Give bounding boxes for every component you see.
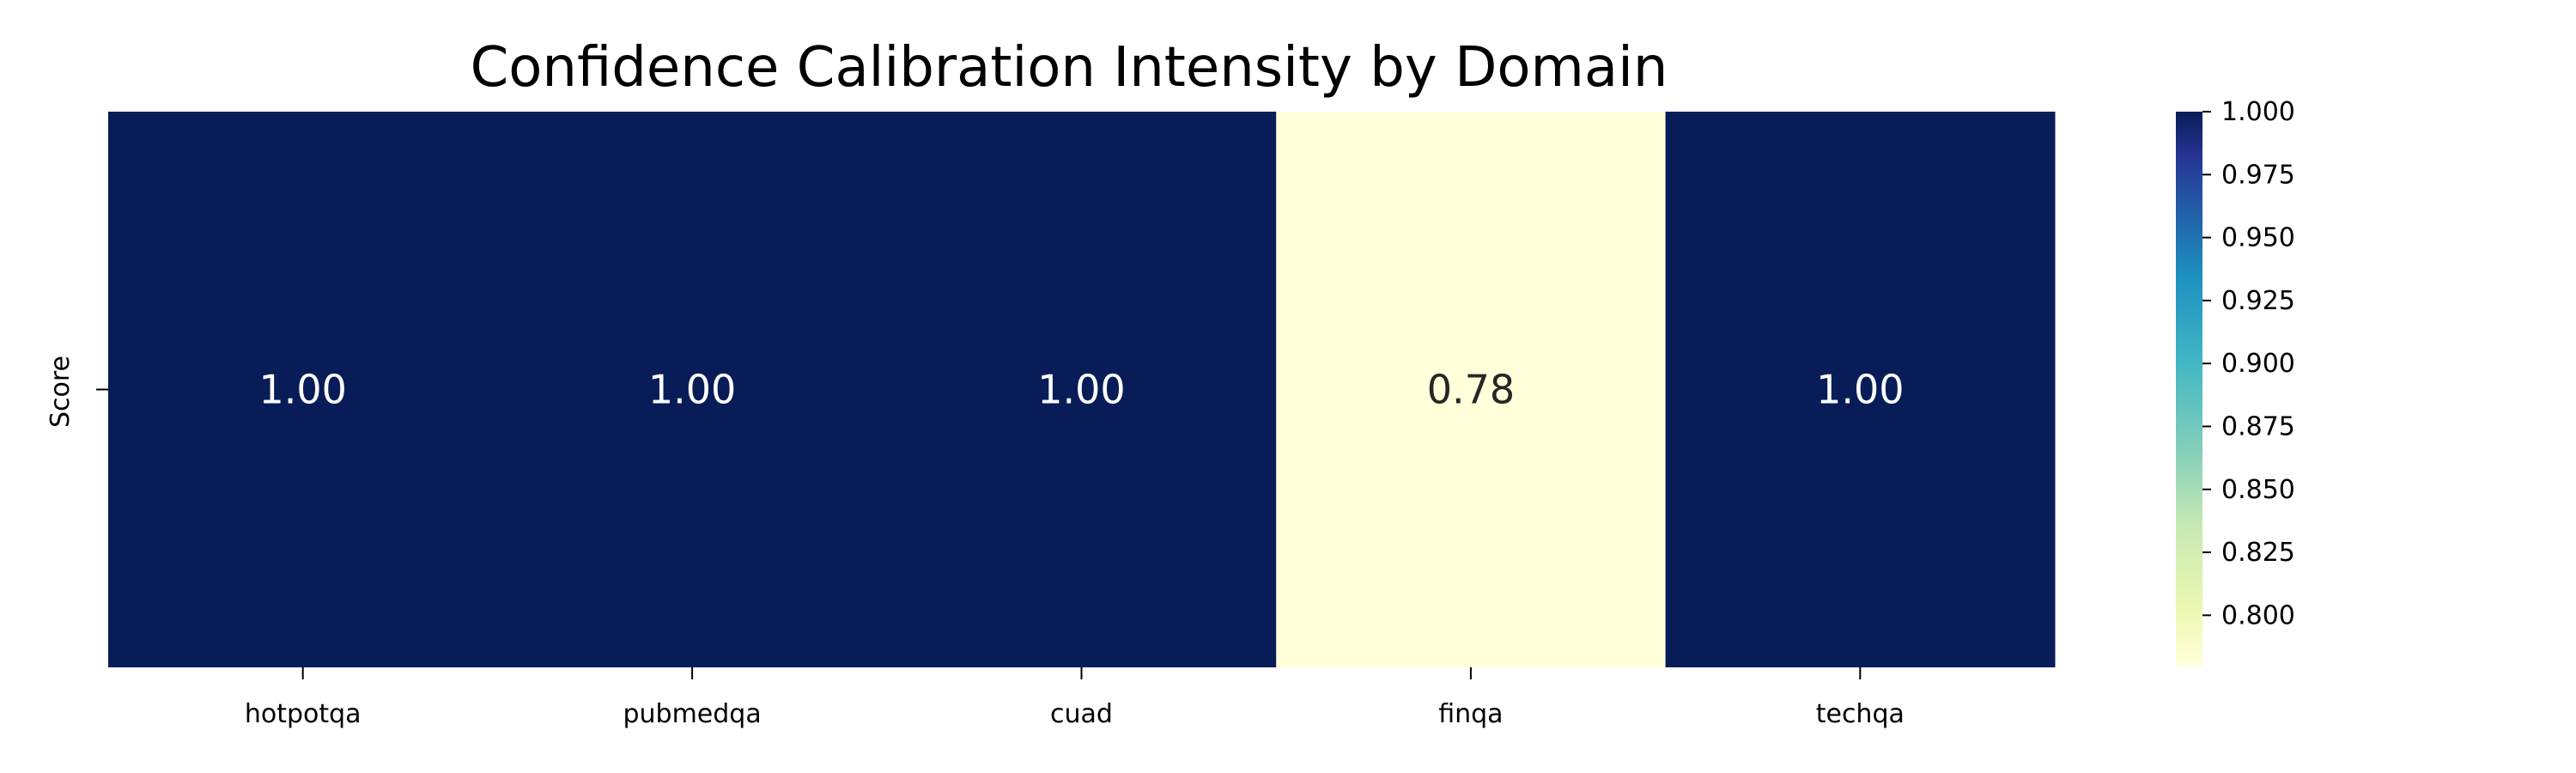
colorbar-tick-label: 0.900 bbox=[2221, 349, 2295, 379]
heatmap-cell-techqa bbox=[1665, 112, 2056, 667]
cell-annotation-cuad: 1.00 bbox=[1037, 367, 1125, 413]
chart-title: Confidence Calibration Intensity by Doma… bbox=[471, 36, 1668, 100]
colorbar bbox=[2176, 112, 2202, 666]
colorbar-tick-label: 0.825 bbox=[2221, 538, 2295, 568]
cell-annotation-pubmedqa: 1.00 bbox=[648, 367, 736, 413]
colorbar-tick-label: 0.850 bbox=[2221, 475, 2295, 505]
heatmap-cell-pubmedqa bbox=[497, 112, 888, 667]
x-tick-label-cuad: cuad bbox=[1050, 699, 1113, 729]
colorbar-tick-label: 0.925 bbox=[2221, 286, 2295, 316]
cell-annotation-hotpotqa: 1.00 bbox=[258, 367, 346, 413]
heatmap-cell-finqa bbox=[1276, 112, 1667, 667]
heatmap-cells: 1.00 1.00 1.00 0.78 1.00 bbox=[108, 112, 2056, 667]
colorbar-ticks: 1.000 0.975 0.950 0.925 0.900 0.875 0.850 0.825… bbox=[2202, 97, 2295, 630]
colorbar-tick-label: 0.975 bbox=[2221, 160, 2295, 190]
cell-annotation-techqa: 1.00 bbox=[1816, 367, 1904, 413]
x-axis-ticks: hotpotqa pubmedqa cuad finqa techqa bbox=[245, 667, 1905, 729]
heatmap-cell-hotpotqa bbox=[108, 112, 498, 667]
colorbar-tick-label: 0.950 bbox=[2221, 223, 2295, 253]
x-tick-label-techqa: techqa bbox=[1816, 699, 1905, 729]
x-tick-label-pubmedqa: pubmedqa bbox=[623, 699, 761, 729]
x-tick-label-hotpotqa: hotpotqa bbox=[245, 699, 361, 729]
x-tick-label-finqa: finqa bbox=[1438, 699, 1503, 729]
heatmap-cell-cuad bbox=[886, 112, 1277, 667]
y-axis-label: Score bbox=[46, 356, 76, 428]
colorbar-tick-label: 1.000 bbox=[2221, 97, 2295, 127]
cell-annotation-finqa: 0.78 bbox=[1427, 367, 1515, 413]
colorbar-tick-label: 0.875 bbox=[2221, 411, 2295, 441]
colorbar-tick-label: 0.800 bbox=[2221, 600, 2295, 630]
